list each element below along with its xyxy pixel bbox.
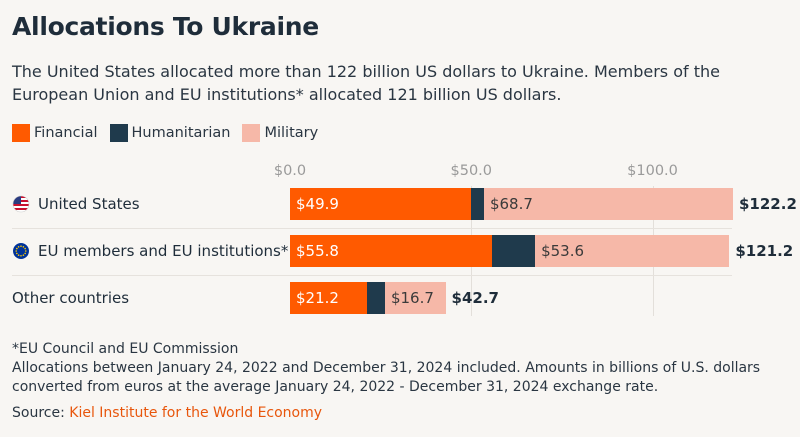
eu-flag-icon	[12, 242, 30, 260]
bar-total-label: $121.2	[735, 242, 794, 260]
bar-military: $68.7	[483, 188, 733, 220]
category-label: United States	[12, 188, 140, 220]
bar-humanitarian	[470, 188, 484, 220]
bar-value-label: $21.2	[296, 289, 339, 307]
footnote: *EU Council and EU Commission	[12, 341, 239, 357]
row-separator	[12, 228, 732, 229]
bar-value-label: $68.7	[489, 195, 533, 213]
x-tick-label: $0.0	[273, 163, 307, 179]
source: Source: Kiel Institute for the World Eco…	[12, 405, 322, 421]
bar-humanitarian	[492, 235, 536, 267]
bar-financial: $55.8	[290, 235, 493, 267]
method-note: Allocations between January 24, 2022 and…	[12, 360, 761, 395]
legend-label-financial: Financial	[34, 125, 98, 141]
x-tick-label: $50.0	[450, 163, 493, 179]
legend: Financial Humanitarian Military	[12, 124, 330, 142]
x-tick-label: $100.0	[627, 163, 678, 179]
source-link[interactable]: Kiel Institute for the World Economy	[69, 405, 323, 421]
legend-label-military: Military	[264, 125, 319, 141]
category-label: EU members and EU institutions*	[12, 235, 288, 267]
notes: *EU Council and EU Commission Allocation…	[12, 340, 792, 397]
bar-financial: $49.9	[290, 188, 471, 220]
bar-total-label: $42.7	[451, 289, 499, 307]
legend-item-financial: Financial	[12, 124, 98, 142]
legend-item-military: Military	[242, 124, 318, 142]
us-flag-icon	[12, 195, 30, 213]
source-label: Source:	[12, 405, 65, 421]
bar-total-label: $122.2	[739, 195, 797, 213]
bar-military: $53.6	[535, 235, 730, 267]
bar-value-label: $53.6	[541, 242, 585, 260]
bar-value-label: $55.8	[296, 242, 339, 260]
legend-swatch-humanitarian	[109, 124, 128, 142]
bar-military: $16.7	[384, 282, 446, 314]
legend-swatch-financial	[12, 124, 30, 142]
category-label-text: United States	[38, 195, 140, 213]
bar-financial: $21.2	[290, 282, 367, 314]
bar-value-label: $16.7	[390, 289, 434, 307]
legend-label-humanitarian: Humanitarian	[131, 125, 231, 141]
row-separator	[12, 275, 732, 276]
category-label-text: Other countries	[12, 289, 130, 307]
chart-title: Allocations To Ukraine	[12, 12, 319, 41]
legend-item-humanitarian: Humanitarian	[109, 124, 231, 142]
category-label-text: EU members and EU institutions*	[38, 242, 289, 260]
category-label: Other countries	[12, 282, 129, 314]
chart-subtitle: The United States allocated more than 12…	[12, 62, 720, 104]
legend-swatch-military	[242, 124, 261, 142]
bar-value-label: $49.9	[296, 195, 339, 213]
bar-humanitarian	[366, 282, 385, 314]
